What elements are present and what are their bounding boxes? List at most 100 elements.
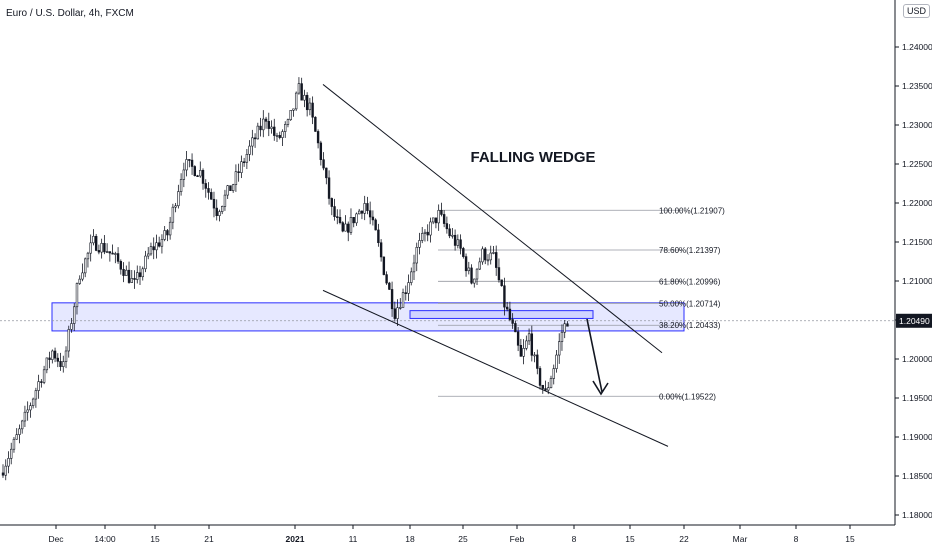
candle-body: [174, 205, 177, 208]
candle-body: [245, 154, 249, 163]
candle-body: [53, 350, 57, 359]
candle-body: [160, 239, 164, 247]
candle-body: [56, 357, 60, 362]
candle-body: [248, 145, 251, 155]
candle-body: [149, 246, 153, 255]
candle-body: [390, 289, 394, 310]
candle-body: [470, 267, 473, 284]
candle-body: [116, 253, 120, 262]
price-tick-label: 1.22500: [902, 159, 932, 169]
candle-body: [59, 361, 62, 367]
candle-body: [26, 409, 29, 413]
candle-body: [193, 166, 196, 177]
price-tick-label: 1.24000: [902, 42, 932, 52]
candle-body: [368, 210, 372, 218]
candle-body: [503, 285, 506, 308]
candle-body: [42, 369, 46, 383]
candle-body: [78, 278, 81, 284]
candle-body: [297, 83, 301, 94]
candle-body: [196, 175, 199, 178]
price-tick-label: 1.18500: [902, 471, 932, 481]
candle-body: [344, 223, 347, 232]
candle-body: [401, 292, 405, 308]
candle-body: [234, 171, 238, 186]
candle-body: [130, 278, 133, 283]
candle-body: [23, 411, 27, 422]
candle-body: [456, 239, 460, 246]
candle-body: [215, 207, 218, 216]
candle-body: [177, 191, 180, 207]
candle-body: [251, 137, 254, 147]
candle-body: [40, 381, 43, 383]
upper-wedge-line: [322, 84, 663, 354]
price-tick-label: 1.23500: [902, 81, 932, 91]
candle-body: [333, 206, 336, 217]
candle-body: [1, 472, 5, 476]
projection-arrow-shaft: [586, 318, 603, 393]
candle-body: [12, 438, 16, 450]
candle-body: [396, 307, 399, 319]
candle-body: [278, 135, 281, 138]
candle-body: [494, 252, 498, 268]
candle-body: [122, 268, 125, 276]
candle-body: [292, 108, 295, 111]
pattern-annotation: FALLING WEDGE: [471, 149, 596, 166]
candle-body: [377, 229, 380, 244]
candle-body: [426, 231, 429, 236]
fib-level-label: 50.00%(1.20714): [659, 299, 721, 308]
candle-body: [514, 323, 517, 333]
candle-body: [92, 235, 95, 244]
candle-body: [459, 239, 462, 249]
candle-body: [64, 350, 68, 363]
fib-level-label: 61.80%(1.20996): [659, 277, 721, 286]
candle-body: [462, 248, 465, 257]
currency-button[interactable]: USD: [903, 4, 931, 18]
candle-body: [552, 368, 555, 379]
candle-body: [505, 306, 509, 310]
candle-body: [84, 258, 87, 274]
candle-body: [541, 385, 544, 389]
candle-body: [144, 255, 147, 270]
candle-body: [421, 233, 424, 241]
candle-body: [448, 228, 451, 237]
candle-body: [319, 142, 323, 160]
candle-body: [308, 102, 312, 111]
candle-body: [62, 361, 65, 367]
candle-body: [270, 126, 273, 129]
time-tick-label: 15: [845, 534, 855, 544]
time-tick-label: 14:00: [94, 534, 116, 544]
candle-body: [303, 94, 306, 101]
candle-body: [410, 271, 413, 283]
candle-body: [157, 242, 161, 247]
price-tick-label: 1.23000: [902, 120, 932, 130]
candle-body: [4, 465, 7, 476]
candle-body: [136, 272, 139, 280]
candle-body: [445, 223, 449, 230]
time-tick-label: 8: [572, 534, 577, 544]
candle-body: [451, 234, 454, 237]
fib-level-label: 38.20%(1.20433): [659, 321, 721, 330]
price-tick-label: 1.21500: [902, 237, 932, 247]
candle-body: [341, 222, 344, 232]
candle-body: [415, 246, 418, 264]
time-tick-label: 8: [794, 534, 799, 544]
candle-body: [141, 268, 144, 278]
candle-body: [453, 234, 457, 246]
candle-body: [544, 388, 547, 391]
candle-body: [94, 235, 98, 251]
candle-body: [519, 345, 523, 357]
candle-body: [188, 159, 191, 161]
candle-body: [67, 329, 70, 352]
candle-body: [179, 179, 183, 192]
last-price-badge: [896, 313, 932, 328]
candle-body: [357, 210, 361, 215]
candle-body: [259, 125, 262, 131]
time-tick-label: 15: [150, 534, 160, 544]
candle-body: [103, 242, 106, 253]
candle-body: [349, 217, 353, 233]
candle-body: [105, 251, 109, 253]
candle-body: [388, 282, 391, 290]
candle-body: [256, 125, 260, 140]
candle-body: [314, 116, 317, 132]
